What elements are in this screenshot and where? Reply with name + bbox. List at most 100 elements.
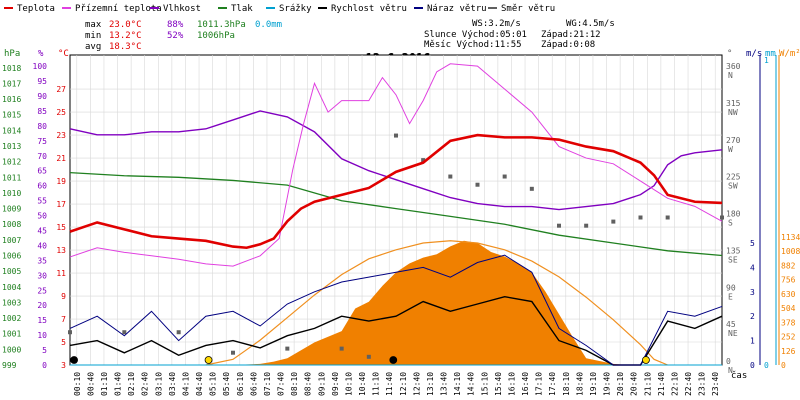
tick-dir: 135 (726, 246, 741, 255)
tick-degc: 23 (56, 131, 66, 140)
wind-dir-point (176, 330, 181, 335)
legend-label: Vlhkost (163, 4, 201, 14)
x-tick-label: 12:40 (412, 372, 421, 396)
stats-avg-temp: 18.3°C (109, 42, 142, 52)
unit-wm2: W/m² (779, 49, 800, 59)
moon-marker (70, 356, 78, 364)
tick-pct: 50 (37, 212, 47, 221)
tick-degc: 13 (56, 246, 66, 255)
tick-dir-compass: SE (728, 255, 738, 264)
tick-dir: 270 (726, 136, 741, 145)
x-tick-label: 13:10 (426, 372, 435, 396)
x-tick-label: 03:40 (168, 372, 177, 396)
tick-pct: 75 (37, 137, 47, 146)
tick-hpa: 1018 (2, 64, 21, 73)
x-tick-label: 03:10 (154, 372, 163, 396)
x-tick-label: 06:10 (236, 372, 245, 396)
tick-pct: 25 (37, 286, 47, 295)
stats-avg-label: avg (85, 42, 101, 52)
x-tick-label: 20:10 (616, 372, 625, 396)
x-tick-label: 22:40 (684, 372, 693, 396)
tick-dir: 0 (726, 357, 731, 366)
x-tick-label: 16:10 (507, 372, 516, 396)
x-tick-label: 05:10 (209, 372, 218, 396)
tick-degc: 19 (56, 177, 66, 186)
x-tick-label: 10:40 (358, 372, 367, 396)
unit-deg: ° (727, 49, 732, 59)
x-tick-label: 02:40 (141, 372, 150, 396)
tick-ms: 0 (750, 361, 755, 370)
x-tick-label: 01:10 (100, 372, 109, 396)
x-tick-label: 20:40 (630, 372, 639, 396)
tick-pct: 0 (42, 361, 47, 370)
tick-hpa: 1002 (2, 314, 21, 323)
x-tick-label: 18:10 (562, 372, 571, 396)
wind-dir-point (421, 158, 426, 163)
unit-mm: mm (765, 49, 776, 59)
x-tick-label: 15:40 (494, 372, 503, 396)
tick-wm2: 0 (781, 361, 786, 370)
unit-pct: % (38, 49, 44, 59)
stats-max-hum: 88% (167, 20, 184, 30)
tick-hpa: 1009 (2, 205, 21, 214)
axes: 9991000100110021003100410051006100710081… (2, 55, 800, 375)
stats-min-temp: 13.2°C (109, 31, 142, 41)
tick-dir: 225 (726, 173, 741, 182)
tick-hpa: 1017 (2, 79, 21, 88)
x-tick-label: 22:10 (670, 372, 679, 396)
x-tick-label: 23:10 (698, 372, 707, 396)
moon-marker (389, 356, 398, 364)
tick-dir-compass: N (728, 366, 733, 375)
tick-mm: 1 (764, 56, 769, 65)
x-tick-label: 00:10 (73, 372, 82, 396)
x-tick-label: 17:10 (535, 372, 544, 396)
x-tick-label: 19:40 (603, 372, 612, 396)
tick-dir-compass: NE (728, 329, 738, 338)
x-tick-label: 16:40 (521, 372, 530, 396)
x-tick-label: 05:40 (222, 372, 231, 396)
x-tick-label: 08:40 (304, 372, 313, 396)
series-vlhkost (69, 110, 723, 211)
tick-pct: 70 (37, 152, 47, 161)
tick-hpa: 1005 (2, 267, 21, 276)
unit-time: čas (731, 370, 747, 381)
x-tick-label: 07:40 (277, 372, 286, 396)
stats-min-hum: 52% (167, 31, 184, 41)
legend-label: Tlak (231, 4, 253, 14)
tick-pct: 55 (37, 197, 47, 206)
legend-label: Náraz větru (427, 4, 487, 14)
wind-dir-point (502, 174, 507, 179)
x-tick-label: 11:40 (385, 372, 394, 396)
tick-degc: 21 (56, 154, 66, 163)
legend-label: Směr větru (501, 4, 555, 14)
x-tick-label: 09:10 (317, 372, 326, 396)
stats-min-label: min (85, 31, 101, 41)
x-tick-label: 07:10 (263, 372, 272, 396)
tick-wm2: 378 (781, 318, 796, 327)
x-tick-label: 18:40 (575, 372, 584, 396)
stats-block: max 23.0°C 88% 1011.3hPa 0.0mm min 13.2°… (85, 20, 282, 52)
tick-pct: 90 (37, 92, 47, 101)
tick-dir-compass: W (728, 145, 733, 154)
tick-wm2: 504 (781, 304, 796, 313)
tick-hpa: 1003 (2, 298, 21, 307)
stats-max-rain: 0.0mm (255, 20, 282, 30)
tick-degc: 5 (61, 338, 66, 347)
tick-mm: 0 (764, 361, 769, 370)
sun-marker (642, 356, 650, 364)
tick-pct: 10 (37, 331, 47, 340)
unit-degc: °C (58, 49, 69, 59)
unit-hpa: hPa (4, 49, 20, 59)
tick-pct: 60 (37, 182, 47, 191)
x-tick-label: 14:40 (467, 372, 476, 396)
tick-wm2: 756 (781, 276, 796, 285)
sun-marker (204, 356, 213, 364)
tick-pct: 45 (37, 226, 47, 235)
tick-hpa: 1013 (2, 142, 21, 151)
x-tick-label: 04:10 (181, 372, 190, 396)
tick-wm2: 126 (781, 347, 796, 356)
sunrise-info: Slunce Východ:05:01 (424, 30, 527, 40)
x-tick-label: 09:40 (331, 372, 340, 396)
x-tick-label: 04:40 (195, 372, 204, 396)
wind-gust-info: WG:4.5m/s (566, 19, 615, 29)
